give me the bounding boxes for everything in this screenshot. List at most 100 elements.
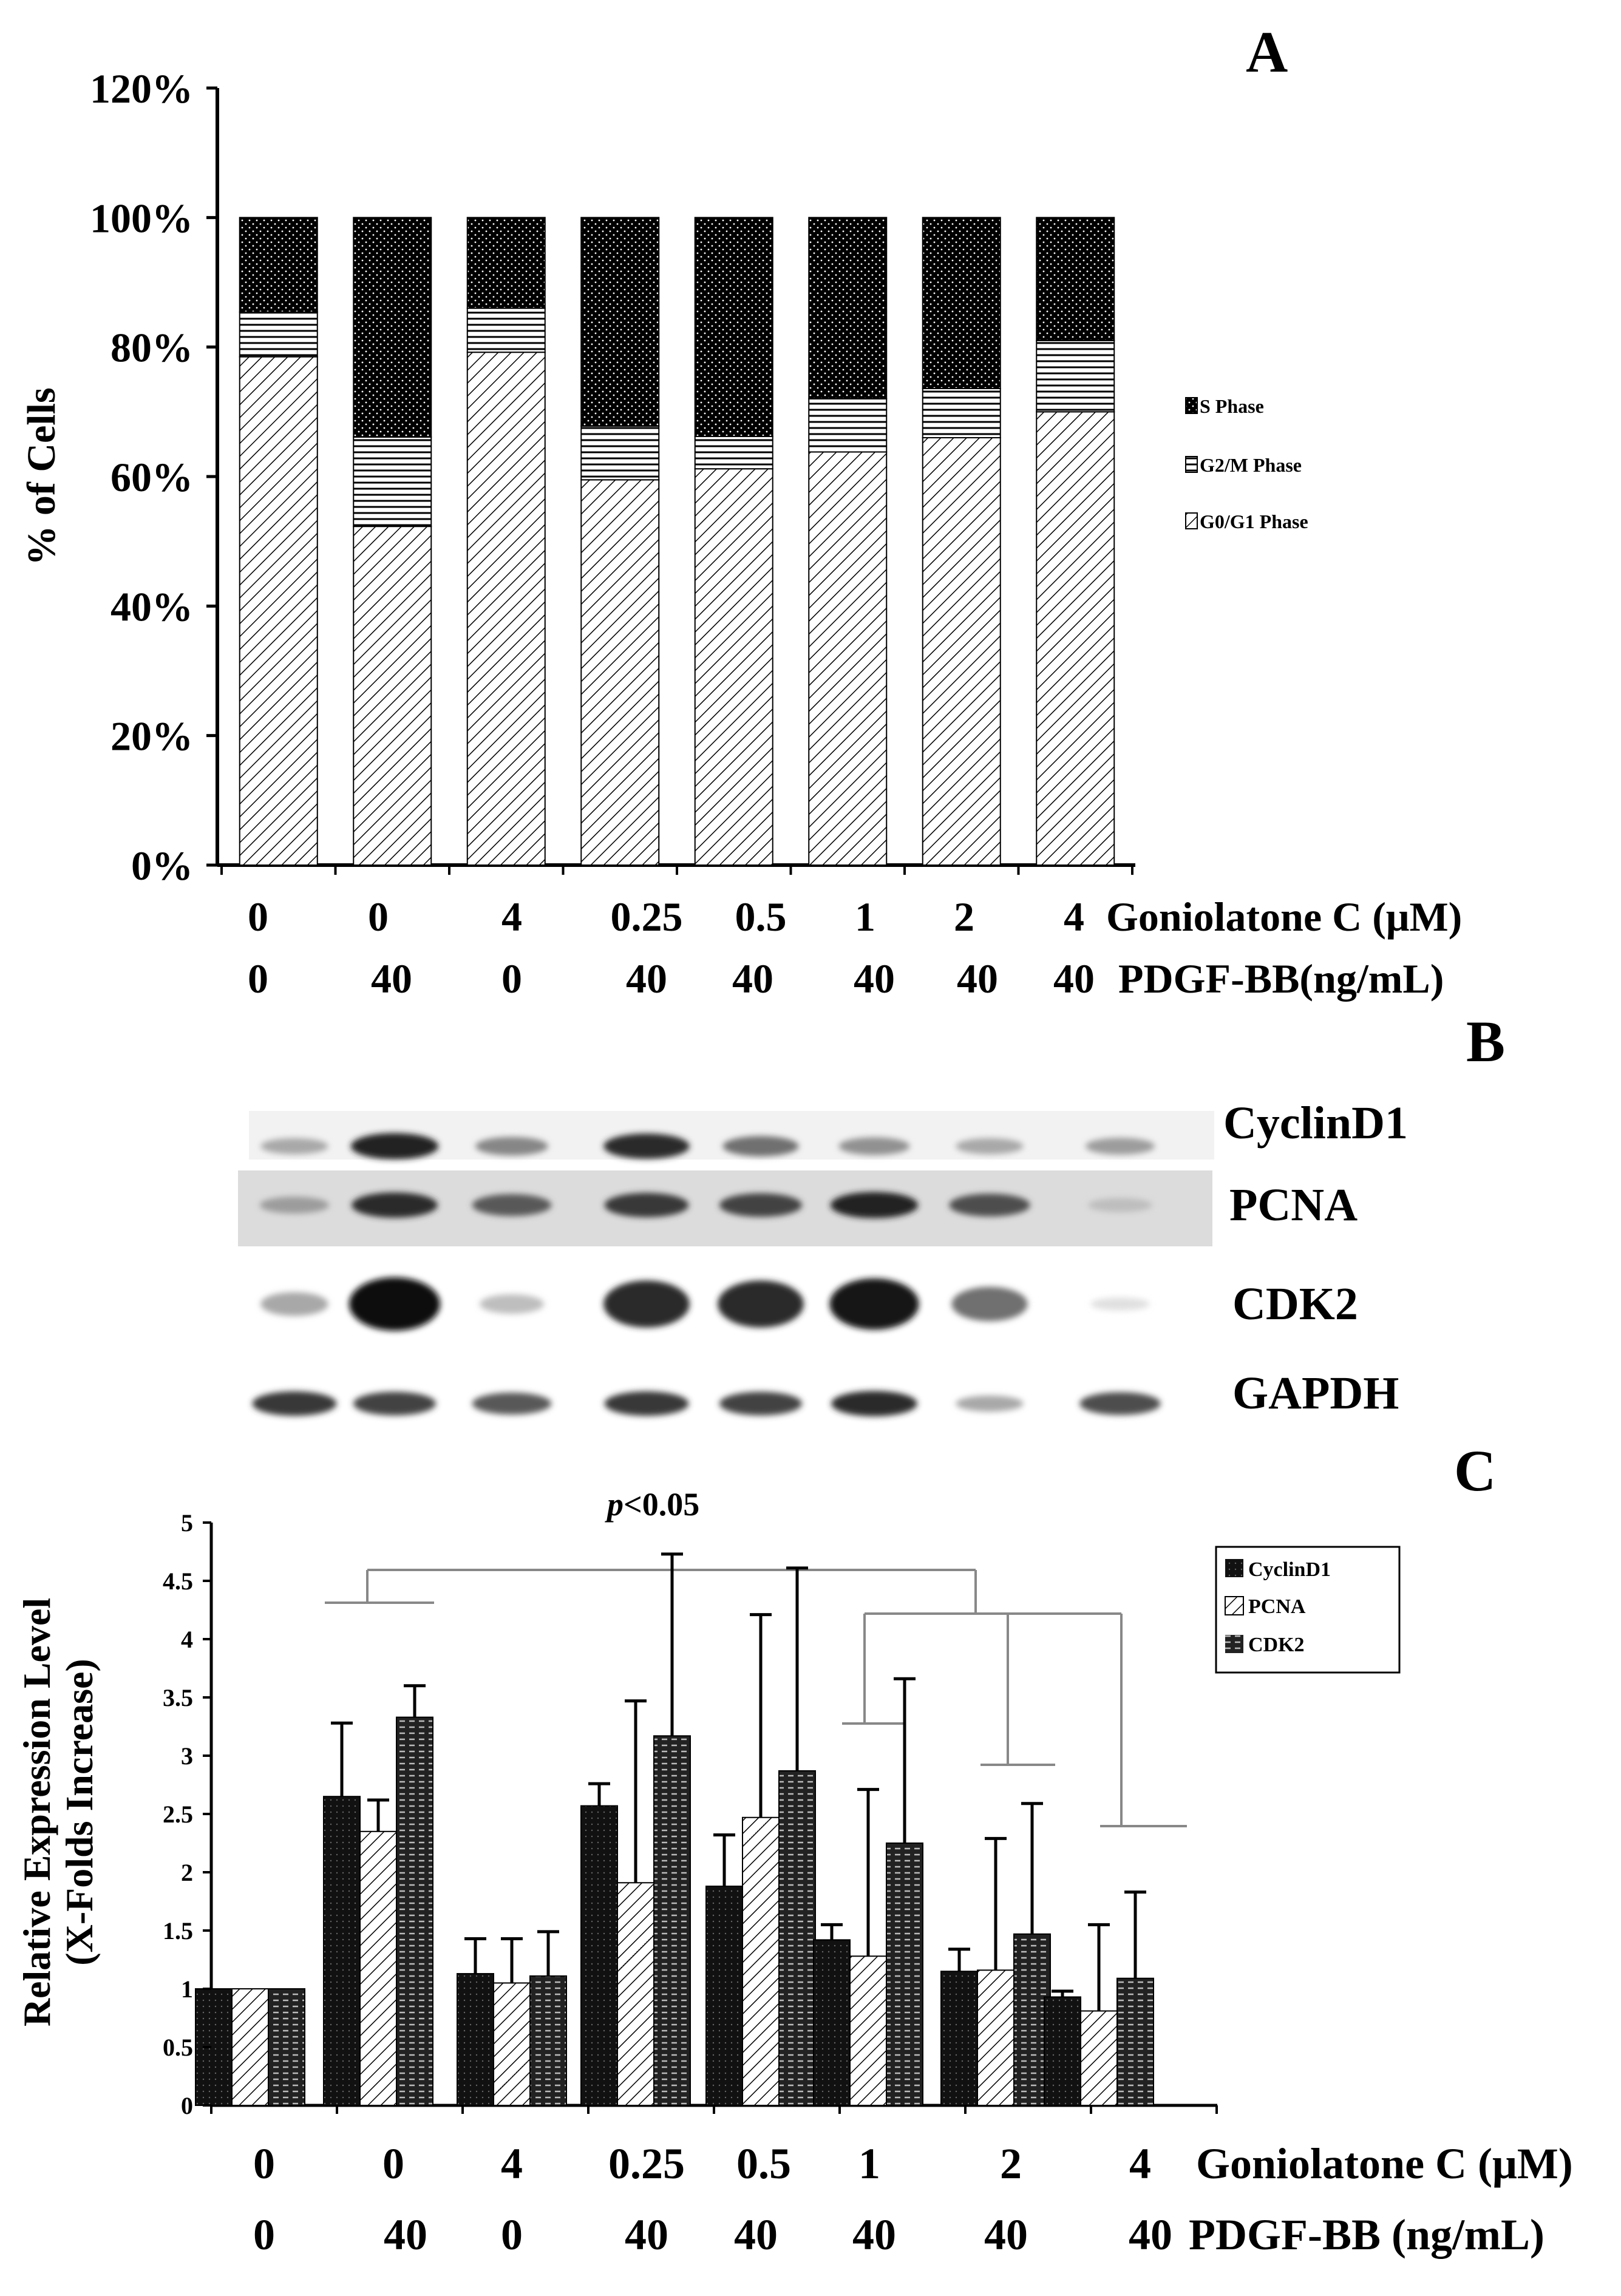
blot-band-cdk2-5 — [829, 1278, 919, 1330]
goniolatone-value-c: 4 — [1129, 2139, 1151, 2188]
bar-pcna-5 — [849, 1955, 887, 2106]
blot-band-cdk2-2 — [480, 1294, 544, 1314]
y-tick-label-c: 2.5 — [163, 1801, 193, 1828]
pdgf-value-c: 0 — [253, 2210, 275, 2259]
blot-band-cdk2-0 — [260, 1292, 328, 1316]
bar-cyclind1-3 — [580, 1805, 618, 2107]
blot-band-cyclind1-6 — [956, 1138, 1024, 1155]
legend-label-cdk2: CDK2 — [1248, 1634, 1305, 1656]
goniolatone-value-c: 1 — [858, 2139, 880, 2188]
blot-band-pcna-4 — [719, 1193, 803, 1217]
bar-s-phase-5 — [808, 217, 888, 399]
bar-g0-g1-phase-2 — [466, 352, 546, 866]
goniolatone-value-a: 2 — [954, 894, 974, 940]
pdgf-row-label-c: PDGF-BB (ng/mL) — [1189, 2210, 1545, 2259]
bar-g2-m-phase-3 — [580, 425, 660, 481]
bar-cyclind1-1 — [323, 1796, 361, 2106]
bar-cdk2-2 — [529, 1975, 567, 2106]
bar-g0-g1-phase-5 — [808, 451, 888, 866]
bar-g2-m-phase-2 — [466, 307, 546, 353]
y-tick-label-c: 2 — [181, 1859, 193, 1886]
bar-g0-g1-phase-3 — [580, 479, 660, 866]
bar-s-phase-4 — [694, 217, 773, 437]
bar-cyclind1-5 — [813, 1939, 851, 2107]
goniolatone-value-a: 1 — [855, 894, 875, 940]
legend-label-cyclind1: CyclinD1 — [1248, 1558, 1331, 1581]
goniolatone-value-a: 0 — [248, 894, 268, 940]
goniolatone-value-c: 2 — [1000, 2139, 1022, 2188]
bar-g2-m-phase-7 — [1036, 340, 1115, 413]
y-tick-label-a: 0% — [131, 843, 193, 889]
panel-label-a: A — [1246, 19, 1288, 84]
y-tick-label-c: 4 — [181, 1626, 193, 1653]
bar-g0-g1-phase-1 — [353, 526, 432, 866]
bar-g0-g1-phase-4 — [694, 468, 773, 866]
pdgf-value-c: 0 — [501, 2210, 523, 2259]
bar-s-phase-7 — [1036, 217, 1115, 342]
blot-band-cdk2-6 — [951, 1286, 1028, 1322]
goniolatone-value-c: 0.25 — [608, 2139, 685, 2188]
blot-band-pcna-6 — [949, 1194, 1030, 1217]
pdgf-value-c: 40 — [734, 2210, 778, 2259]
pdgf-value-c: 40 — [852, 2210, 896, 2259]
bar-s-phase-1 — [353, 217, 432, 438]
blot-band-cyclind1-4 — [722, 1136, 799, 1156]
y-tick-label-c: 0 — [181, 2092, 193, 2119]
bar-cyclind1-7 — [1044, 1996, 1081, 2106]
legend-label-g0g1-phase: G0/G1 Phase — [1200, 511, 1308, 532]
y-axis-label-c-line2: (X-Folds Increase) — [58, 1659, 101, 1965]
legend-label-s-phase: S Phase — [1200, 395, 1264, 417]
bar-cdk2-4 — [778, 1770, 816, 2106]
bar-cdk2-3 — [653, 1735, 691, 2107]
blot-band-cyclind1-3 — [603, 1133, 690, 1159]
bar-pcna-7 — [1080, 2010, 1118, 2106]
bar-cdk2-0 — [268, 1988, 305, 2106]
goniolatone-value-a: 0.25 — [611, 894, 683, 940]
expression-chart: C p<0.05 0 0.5 1 1.5 2 2.5 3 3.5 4 4.5 5 Relative … — [15, 1438, 1573, 2259]
goniolatone-value-c: 0 — [253, 2139, 275, 2188]
pdgf-row-label-a: PDGF-BB(ng/mL) — [1118, 956, 1444, 1002]
bar-s-phase-3 — [580, 217, 660, 427]
blot-band-cdk2-1 — [349, 1277, 440, 1331]
blot-band-gapdh-5 — [831, 1391, 917, 1416]
legend-swatch-s-phase — [1185, 397, 1198, 414]
y-tick-label-a: 120% — [90, 66, 193, 112]
blot-band-gapdh-0 — [252, 1391, 337, 1416]
blot-band-gapdh-6 — [956, 1395, 1024, 1412]
legend-swatch-cyclind1 — [1225, 1559, 1243, 1577]
bar-g2-m-phase-5 — [808, 398, 888, 453]
pdgf-value-c: 40 — [625, 2210, 668, 2259]
legend-label-g2m-phase: G2/M Phase — [1200, 454, 1302, 476]
p-symbol: p — [605, 1486, 624, 1523]
blot-band-pcna-1 — [352, 1192, 438, 1218]
pdgf-value-a: 40 — [626, 956, 667, 1002]
bar-cyclind1-4 — [705, 1886, 743, 2107]
pdgf-value-a: 0 — [248, 956, 268, 1002]
bar-cyclind1-0 — [195, 1988, 233, 2106]
blot-label-gapdh: GAPDH — [1232, 1368, 1399, 1419]
blot-band-cdk2-7 — [1090, 1297, 1150, 1311]
bar-g0-g1-phase-7 — [1036, 411, 1115, 866]
bar-cyclind1-6 — [940, 1971, 978, 2106]
pdgf-value-c: 40 — [384, 2210, 427, 2259]
blot-band-cyclind1-7 — [1085, 1138, 1155, 1155]
blot-band-cyclind1-1 — [350, 1133, 439, 1160]
bar-g0-g1-phase-0 — [239, 356, 318, 866]
pdgf-value-c: 40 — [1129, 2210, 1172, 2259]
y-tick-label-c: 1.5 — [163, 1917, 193, 1944]
pdgf-value-a: 40 — [371, 956, 412, 1002]
y-tick-label-c: 5 — [181, 1509, 193, 1537]
bar-cdk2-1 — [396, 1716, 433, 2106]
legend-a: S Phase G2/M Phase G0/G1 Phase — [1185, 395, 1308, 532]
y-tick-label-c: 3.5 — [163, 1684, 193, 1711]
goniolatone-value-c: 0 — [382, 2139, 404, 2188]
blot-band-pcna-0 — [259, 1197, 330, 1214]
goniolatone-value-a: 0 — [368, 894, 389, 940]
bar-g0-g1-phase-6 — [922, 437, 1001, 866]
y-tick-label-a: 20% — [110, 713, 193, 759]
legend-c: CyclinD1 PCNA CDK2 — [1215, 1546, 1401, 1674]
blot-band-pcna-5 — [830, 1192, 919, 1218]
blot-label-cyclind1: CyclinD1 — [1223, 1098, 1408, 1149]
